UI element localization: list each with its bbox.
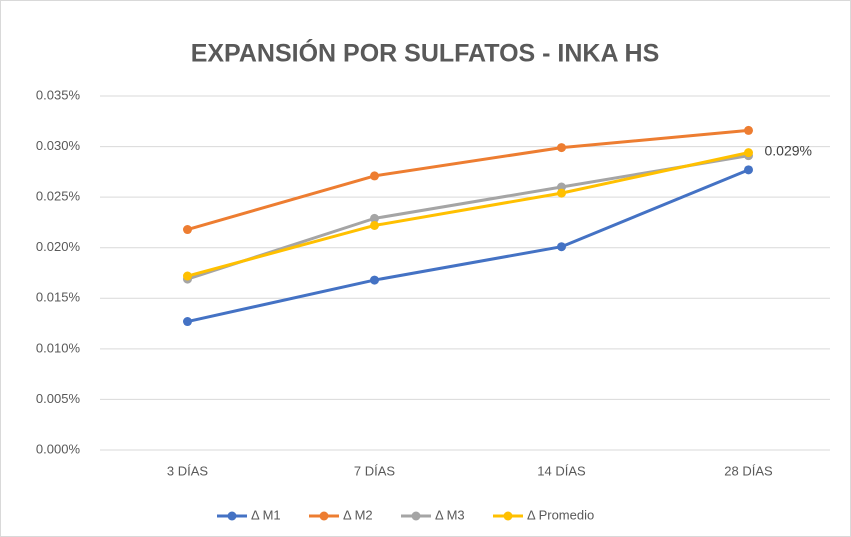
legend-marker — [227, 511, 237, 521]
data-label: 0.029% — [765, 142, 812, 158]
legend-label: Δ Promedio — [527, 507, 594, 522]
legend-marker — [319, 511, 329, 521]
y-tick-label: 0.030% — [36, 138, 81, 153]
data-point — [183, 225, 192, 235]
data-point — [557, 143, 566, 153]
x-tick-label: 28 DÍAS — [724, 463, 773, 478]
data-point — [744, 165, 753, 175]
legend-label: Δ M1 — [251, 507, 281, 522]
data-point — [370, 220, 379, 230]
data-point — [557, 188, 566, 198]
series-line — [187, 151, 749, 278]
data-point — [744, 125, 753, 135]
legend-marker — [411, 511, 421, 521]
data-point — [744, 148, 753, 158]
data-point — [370, 275, 379, 285]
legend-label: Δ M2 — [343, 507, 373, 522]
legend-label: Δ M3 — [435, 507, 465, 522]
data-point — [183, 317, 192, 327]
x-tick-label: 14 DÍAS — [537, 463, 586, 478]
series-line — [187, 128, 749, 231]
data-point — [370, 213, 379, 223]
y-tick-label: 0.010% — [36, 340, 81, 355]
data-point — [557, 242, 566, 252]
y-tick-label: 0.015% — [36, 290, 81, 305]
series-line — [187, 168, 750, 324]
y-tick-label: 0.035% — [36, 87, 81, 102]
y-tick-label: 0.005% — [36, 391, 81, 406]
data-point — [183, 271, 192, 281]
y-tick-label: 0.000% — [36, 441, 81, 456]
y-tick-label: 0.020% — [36, 239, 81, 254]
y-tick-label: 0.025% — [36, 189, 81, 204]
x-tick-label: 7 DÍAS — [354, 463, 396, 478]
x-tick-label: 3 DÍAS — [167, 463, 209, 478]
data-point — [370, 171, 379, 181]
legend-marker — [503, 511, 513, 521]
chart-title: EXPANSIÓN POR SULFATOS - INKA HS — [191, 38, 660, 68]
